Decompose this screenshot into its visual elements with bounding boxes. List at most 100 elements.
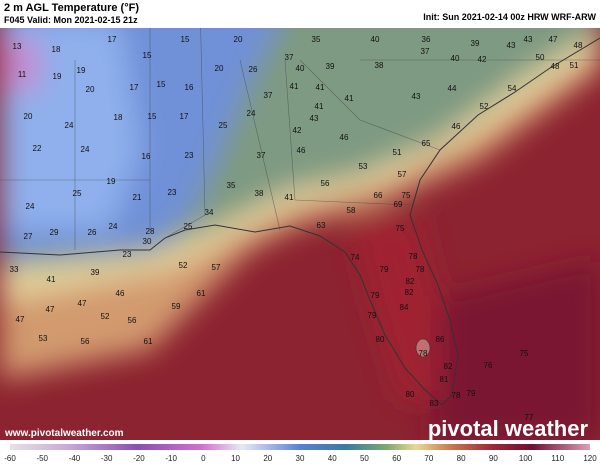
temperature-label: 42 bbox=[478, 55, 487, 64]
temperature-label: 46 bbox=[340, 133, 349, 142]
temperature-label: 83 bbox=[430, 399, 439, 408]
temperature-label: 35 bbox=[227, 181, 236, 190]
temperature-label: 11 bbox=[18, 70, 27, 79]
temperature-label: 22 bbox=[33, 144, 42, 153]
temperature-label: 39 bbox=[471, 39, 480, 48]
temperature-label: 24 bbox=[109, 222, 118, 231]
temperature-label: 78 bbox=[419, 349, 428, 358]
colorbar-tick-label: -30 bbox=[101, 454, 113, 463]
temperature-label: 61 bbox=[144, 337, 153, 346]
temperature-label: 46 bbox=[452, 122, 461, 131]
temperature-label: 79 bbox=[368, 311, 377, 320]
temperature-label: 17 bbox=[180, 112, 189, 121]
temperature-label: 17 bbox=[108, 35, 117, 44]
temperature-label: 40 bbox=[371, 35, 380, 44]
temperature-label: 52 bbox=[480, 102, 489, 111]
colorbar-tick-label: 0 bbox=[201, 454, 206, 463]
temperature-label: 82 bbox=[444, 362, 453, 371]
temperature-label: 37 bbox=[264, 91, 273, 100]
temperature-label: 40 bbox=[451, 54, 460, 63]
temperature-label: 75 bbox=[402, 191, 411, 200]
temperature-label: 81 bbox=[440, 375, 449, 384]
temperature-label: 53 bbox=[39, 334, 48, 343]
temperature-label: 59 bbox=[172, 302, 181, 311]
temperature-label: 20 bbox=[24, 112, 33, 121]
temperature-label: 24 bbox=[81, 145, 90, 154]
temperature-label: 57 bbox=[212, 263, 221, 272]
temperature-label: 46 bbox=[116, 289, 125, 298]
temperature-label: 18 bbox=[52, 45, 61, 54]
temperature-label: 74 bbox=[351, 253, 360, 262]
temperature-label: 78 bbox=[409, 252, 418, 261]
init-time: Init: Sun 2021-02-14 00z HRW WRF-ARW bbox=[423, 12, 596, 22]
temperature-label: 26 bbox=[88, 228, 97, 237]
temperature-label: 75 bbox=[396, 224, 405, 233]
temperature-label: 47 bbox=[549, 35, 558, 44]
website: www.pivotalweather.com bbox=[4, 428, 124, 439]
temperature-label: 54 bbox=[508, 84, 517, 93]
colorbar-tick-label: 20 bbox=[263, 454, 272, 463]
temperature-label: 61 bbox=[197, 289, 206, 298]
temperature-label: 24 bbox=[26, 202, 35, 211]
colorbar bbox=[10, 444, 590, 450]
temperature-label: 39 bbox=[326, 62, 335, 71]
temperature-label: 43 bbox=[507, 41, 516, 50]
temperature-label: 40 bbox=[296, 64, 305, 73]
colorbar-tick-label: 50 bbox=[360, 454, 369, 463]
colorbar-tick-label: -50 bbox=[36, 454, 48, 463]
temperature-label: 24 bbox=[65, 121, 74, 130]
temperature-label: 66 bbox=[374, 191, 383, 200]
temperature-label: 19 bbox=[77, 66, 86, 75]
temperature-label: 47 bbox=[16, 315, 25, 324]
temperature-label: 69 bbox=[394, 200, 403, 209]
temperature-label: 43 bbox=[524, 35, 533, 44]
temperature-label: 19 bbox=[107, 177, 116, 186]
temperature-label: 82 bbox=[405, 288, 414, 297]
temperature-label: 38 bbox=[375, 61, 384, 70]
temperature-label: 15 bbox=[157, 80, 166, 89]
colorbar-tick-label: -40 bbox=[69, 454, 81, 463]
temperature-label: 53 bbox=[359, 162, 368, 171]
colorbar-tick-label: 90 bbox=[489, 454, 498, 463]
temperature-label: 15 bbox=[181, 35, 190, 44]
colorbar-tick-label: 110 bbox=[551, 454, 564, 463]
temperature-label: 56 bbox=[128, 316, 137, 325]
temperature-label: 77 bbox=[525, 413, 534, 422]
temperature-label: 43 bbox=[310, 114, 319, 123]
temperature-label: 79 bbox=[467, 389, 476, 398]
temperature-label: 37 bbox=[257, 151, 266, 160]
temperature-label: 20 bbox=[234, 35, 243, 44]
temperature-label: 48 bbox=[551, 62, 560, 71]
temperature-label: 80 bbox=[376, 335, 385, 344]
temperature-label: 29 bbox=[50, 228, 59, 237]
temperature-label: 23 bbox=[185, 151, 194, 160]
temperature-label: 17 bbox=[130, 83, 139, 92]
colorbar-ticks: -60 -50 -40 -30 -20 -10 0 10 20 30 40 50 60 70 80 90 100… bbox=[4, 454, 597, 463]
colorbar-tick-label: -60 bbox=[4, 454, 16, 463]
colorbar-tick-label: 30 bbox=[296, 454, 305, 463]
temperature-label: 78 bbox=[416, 265, 425, 274]
temperature-label: 58 bbox=[347, 206, 356, 215]
temperature-label: 36 bbox=[422, 35, 431, 44]
temperature-label: 38 bbox=[255, 189, 264, 198]
temperature-label: 52 bbox=[179, 261, 188, 270]
temperature-label: 39 bbox=[91, 268, 100, 277]
map-title: 2 m AGL Temperature (°F) bbox=[4, 2, 139, 14]
temperature-label: 15 bbox=[148, 112, 157, 121]
temperature-label: 46 bbox=[297, 146, 306, 155]
temperature-label: 44 bbox=[448, 84, 457, 93]
temperature-label: 82 bbox=[406, 277, 415, 286]
temperature-label: 80 bbox=[406, 390, 415, 399]
temperature-label: 37 bbox=[421, 47, 430, 56]
temperature-label: 23 bbox=[168, 188, 177, 197]
temperature-label: 16 bbox=[185, 83, 194, 92]
temperature-label: 43 bbox=[412, 92, 421, 101]
temperature-label: 84 bbox=[400, 303, 409, 312]
coastline bbox=[0, 37, 600, 406]
temperature-label: 33 bbox=[10, 265, 19, 274]
temperature-label: 30 bbox=[143, 237, 152, 246]
temperature-label: 47 bbox=[46, 305, 55, 314]
temperature-label: 25 bbox=[73, 189, 82, 198]
